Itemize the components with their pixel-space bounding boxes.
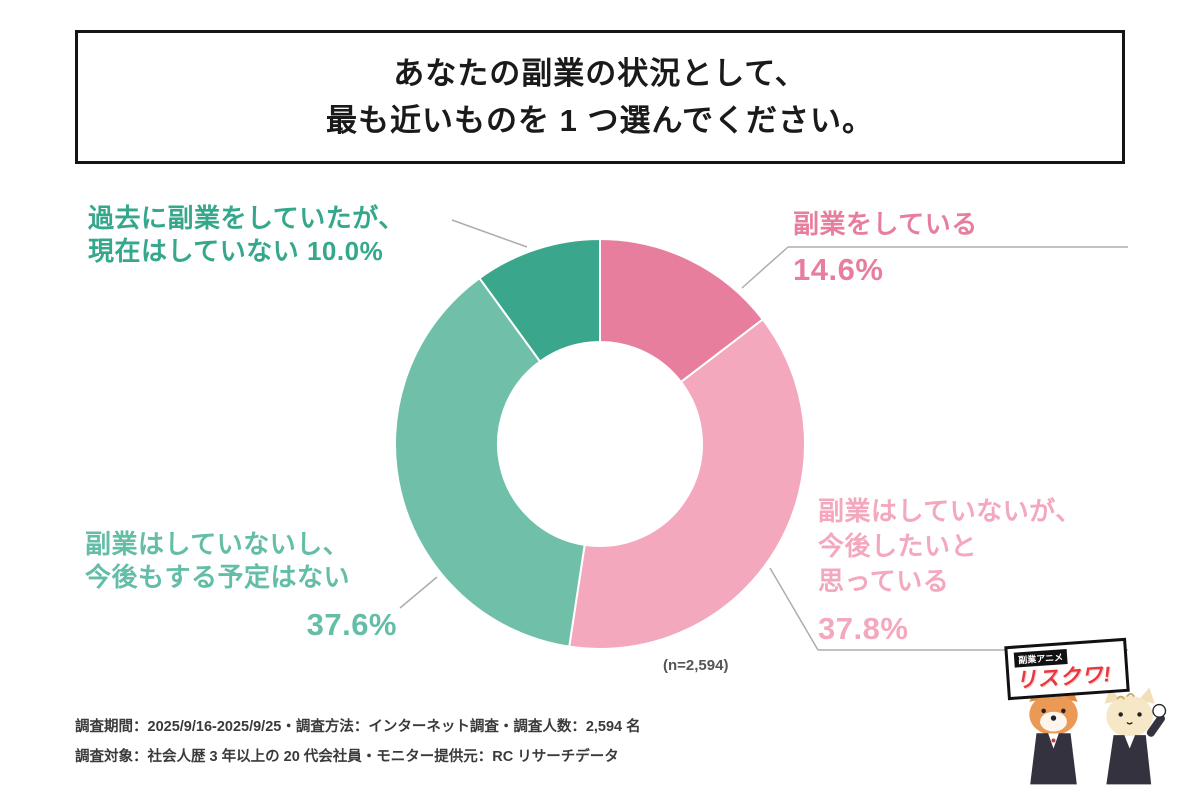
segment-label-future: 副業はしていないが、 今後したいと 思っている 37.8%	[818, 494, 1148, 646]
segment-label-past-line2: 現在はしていない	[88, 236, 300, 266]
donut-segment	[394, 276, 586, 648]
donut-segment	[478, 237, 601, 363]
segment-label-never: 副業はしていないし、 今後もする予定はない 37.6%	[85, 528, 397, 641]
mascots-illustration	[1029, 685, 1167, 785]
segment-label-future-line3: 思っている	[818, 566, 950, 596]
segment-label-current-line1: 副業をしている	[793, 209, 978, 239]
title-box: あなたの副業の状況として、 最も近いものを 1 つ選んでください。	[75, 30, 1125, 164]
page-title-line1: あなたの副業の状況として、	[393, 56, 807, 91]
segment-pct-past: 10.0%	[306, 236, 384, 266]
page-title-line2: 最も近いものを 1 つ選んでください。	[326, 103, 874, 138]
brand-logo: 副業アニメ リスクワ!	[1004, 637, 1130, 701]
mascot-dog	[1029, 685, 1078, 785]
mascot-cat	[1104, 687, 1167, 785]
survey-notes: 調査期間：2025/9/16-2025/9/25・調査方法：インターネット調査・…	[75, 712, 641, 772]
segment-pct-future: 37.8%	[818, 611, 909, 646]
donut-segment	[568, 317, 806, 650]
segment-label-never-line1: 副業はしていないし、	[85, 529, 350, 559]
segment-pct-current: 14.6%	[793, 252, 884, 287]
segment-label-future-line1: 副業はしていないが、	[818, 496, 1082, 526]
donut-chart	[394, 237, 806, 650]
segment-label-past-line1: 過去に副業をしていたが、	[88, 203, 405, 233]
segment-label-past: 過去に副業をしていたが、 現在はしていない 10.0%	[88, 202, 468, 268]
segment-pct-never: 37.6%	[306, 607, 397, 642]
segment-label-current: 副業をしている 14.6%	[793, 208, 1133, 286]
segment-label-future-line2: 今後したいと	[818, 531, 978, 561]
survey-notes-line1: 調査期間：2025/9/16-2025/9/25・調査方法：インターネット調査・…	[75, 719, 641, 735]
sample-size-label: (n=2,594)	[663, 657, 729, 674]
survey-notes-line2: 調査対象：社会人歴 3 年以上の 20 代会社員・モニター提供元：RC リサーチ…	[75, 749, 619, 765]
segment-label-never-line2: 今後もする予定はない	[85, 562, 351, 592]
